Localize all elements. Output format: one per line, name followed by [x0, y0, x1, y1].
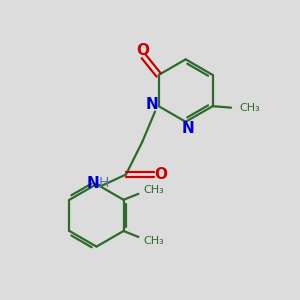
Text: N: N [182, 121, 194, 136]
Text: O: O [154, 167, 167, 182]
Text: N: N [146, 97, 158, 112]
Text: H: H [99, 176, 109, 190]
Text: O: O [136, 43, 149, 58]
Text: CH₃: CH₃ [143, 185, 164, 195]
Text: CH₃: CH₃ [143, 236, 164, 245]
Text: N: N [86, 176, 99, 191]
Text: CH₃: CH₃ [239, 103, 260, 112]
